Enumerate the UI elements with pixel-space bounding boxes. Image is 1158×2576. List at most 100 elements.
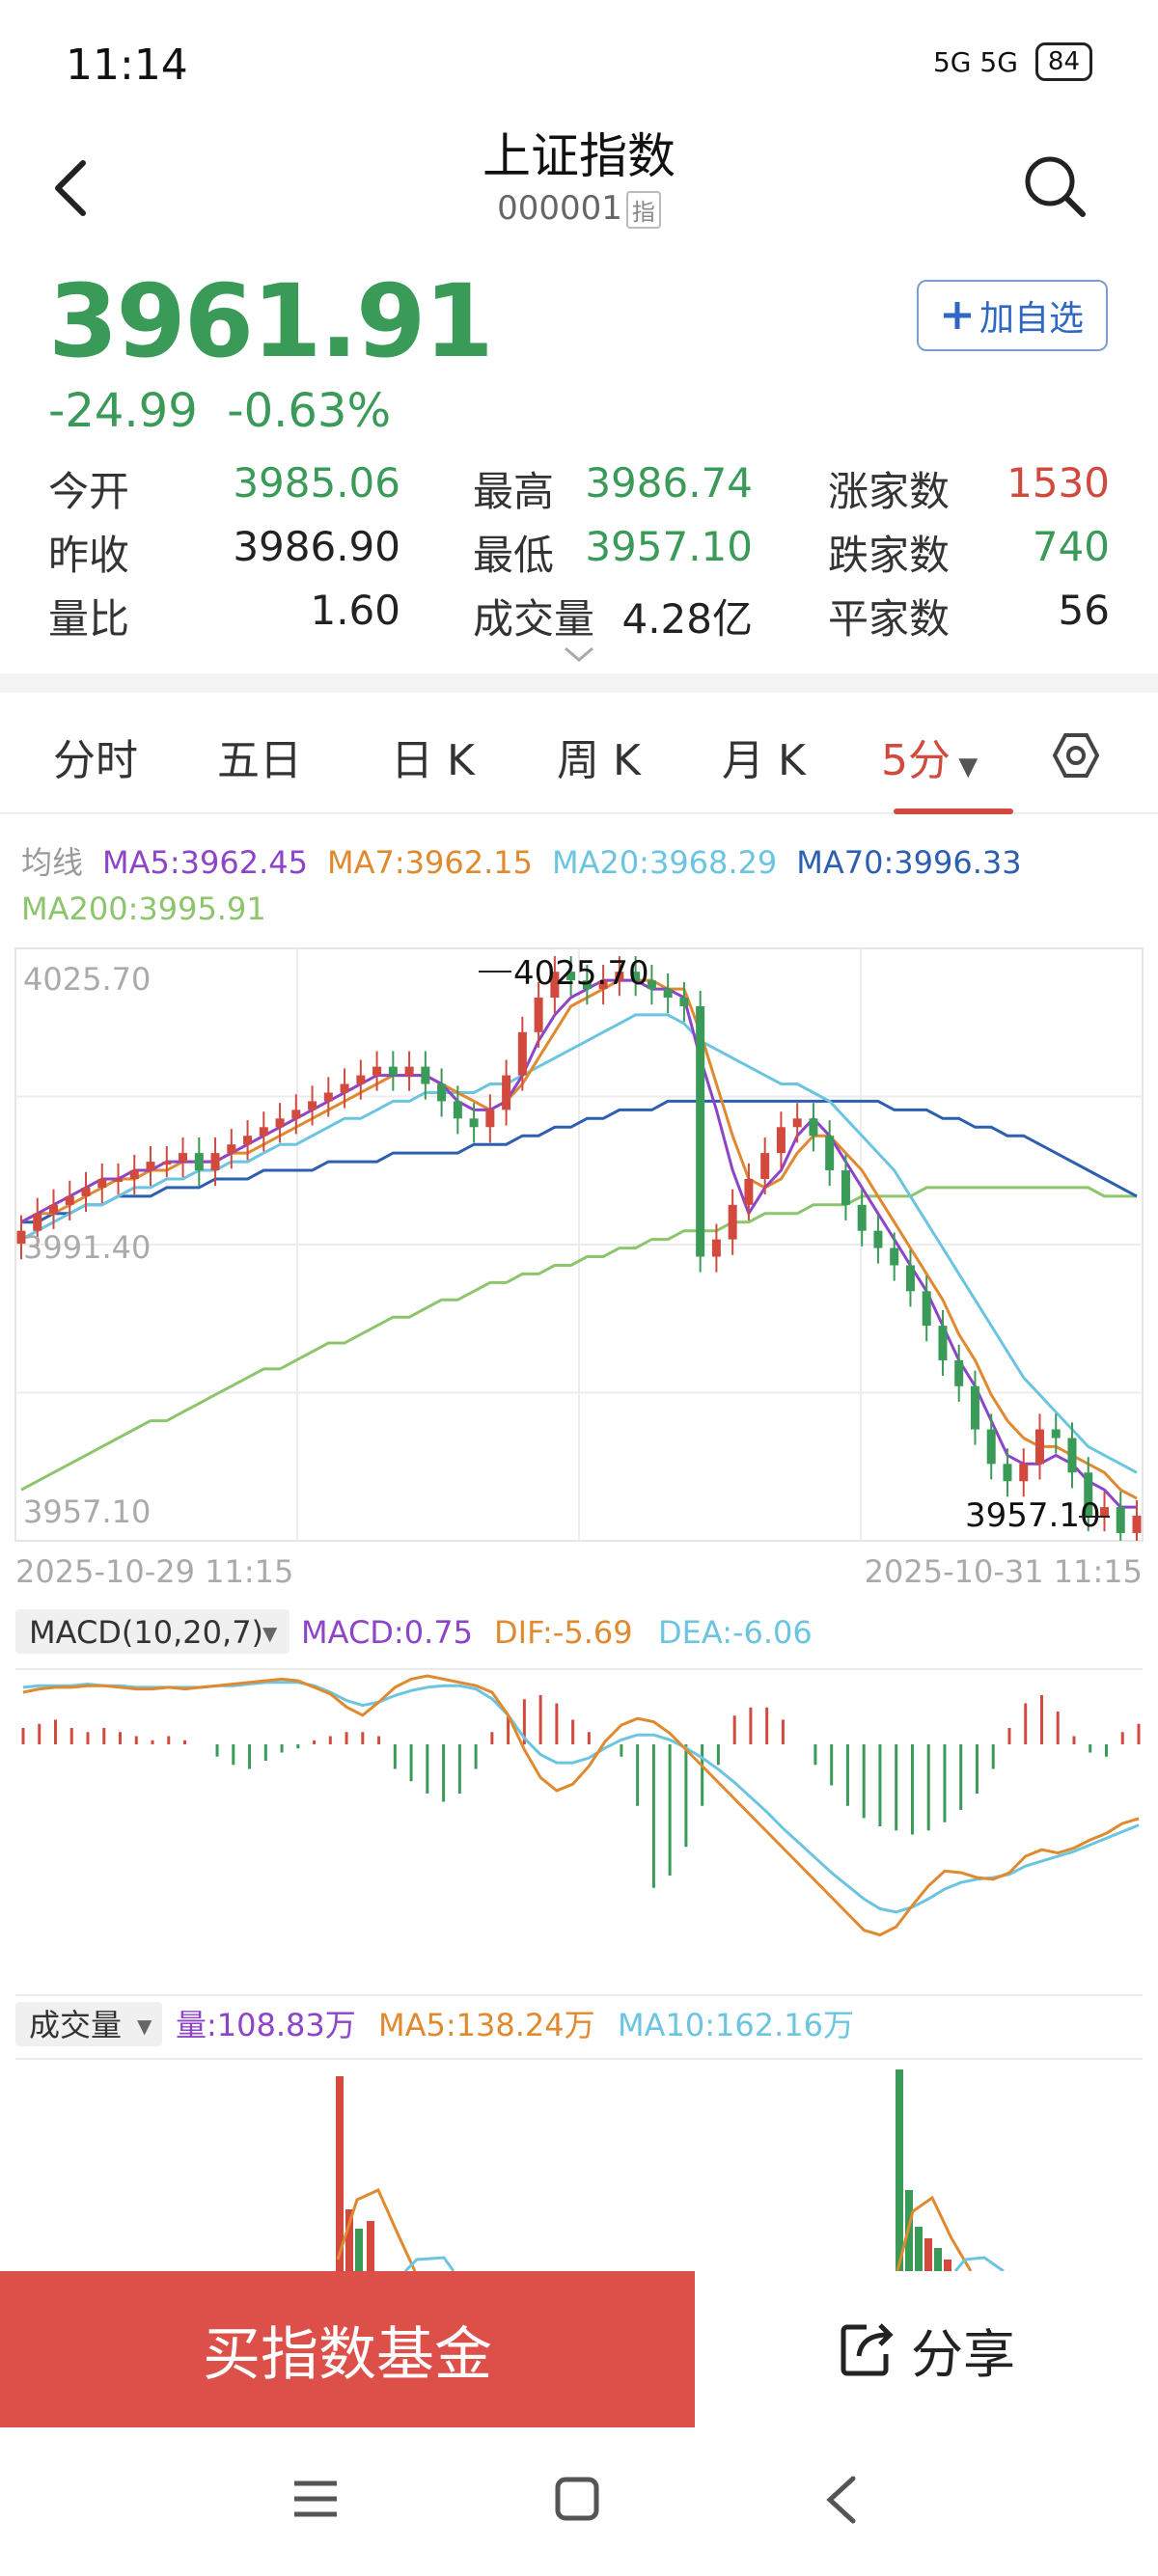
ma5-value: MA5:3962.45 xyxy=(102,844,308,881)
candle-body xyxy=(16,1230,26,1245)
tab-weekly-k[interactable]: 周 K xyxy=(557,736,641,785)
candle-body xyxy=(566,972,576,981)
candle-body xyxy=(582,980,592,990)
candle-body xyxy=(631,972,641,981)
tab-monthly-k[interactable]: 月 K xyxy=(722,736,806,785)
candle-body xyxy=(986,1429,996,1465)
candle-body xyxy=(550,972,560,999)
candle-body xyxy=(615,972,624,981)
plus-icon xyxy=(943,302,971,329)
share-button[interactable]: 分享 xyxy=(695,2271,1158,2427)
buy-index-fund-button[interactable]: 买指数基金 xyxy=(0,2271,695,2427)
stat-value: 1530 xyxy=(1006,459,1110,507)
candle-body xyxy=(404,1066,414,1076)
tab-daily-k[interactable]: 日 K xyxy=(391,736,475,785)
share-label: 分享 xyxy=(911,2323,1015,2385)
volume-ma10-line xyxy=(403,2256,455,2271)
back-nav-icon[interactable] xyxy=(822,2474,861,2526)
candle-body xyxy=(33,1213,42,1231)
macd-value: MACD:0.75 xyxy=(301,1614,473,1651)
current-price: 3961.91 xyxy=(48,262,494,380)
ma5-line xyxy=(20,978,1137,1509)
candle-body xyxy=(809,1118,818,1137)
macd-chart[interactable]: MACD(10,20,7)▼ MACD:0.75 DIF:-5.69 DEA:-6.0… xyxy=(15,1609,1143,1996)
stat-label: 今开 xyxy=(48,468,130,515)
candle-body xyxy=(841,1170,850,1205)
stat-label: 量比 xyxy=(48,595,130,643)
charts-area[interactable]: 4025.70 3991.40 3957.10 4025.70 3957.10 2025-… xyxy=(0,936,1158,2271)
candle-body xyxy=(711,1239,721,1257)
y-tick-label: 3957.10 xyxy=(23,1494,151,1530)
dif-line xyxy=(22,1674,1140,1937)
ma20-line xyxy=(20,1013,1138,1474)
candle-body xyxy=(308,1101,317,1110)
candle-body xyxy=(792,1118,802,1128)
add-watchlist-button[interactable]: 加自选 xyxy=(917,280,1108,351)
period-tabs: 分时 五日 日 K 周 K 月 K 5分 ▼ xyxy=(0,697,1158,814)
candle-body xyxy=(1051,1429,1061,1439)
search-icon[interactable] xyxy=(1021,152,1089,220)
chevron-down-icon[interactable] xyxy=(562,644,596,664)
battery-icon: 84 xyxy=(1034,42,1092,81)
section-divider xyxy=(0,673,1158,693)
page-title: 上证指数 xyxy=(482,128,676,184)
settings-icon[interactable] xyxy=(1052,731,1100,780)
home-icon[interactable] xyxy=(554,2476,600,2522)
volume-bar xyxy=(934,2248,942,2271)
ma200-value: MA200:3995.91 xyxy=(21,891,266,927)
status-time: 11:14 xyxy=(66,41,188,90)
candle-body xyxy=(517,1031,527,1076)
back-button[interactable] xyxy=(42,150,100,227)
candle-body xyxy=(453,1101,462,1119)
kline-chart[interactable]: 4025.70 3991.40 3957.10 4025.70 3957.10 2025-… xyxy=(14,947,1144,1590)
volume-value: 量:108.83万 xyxy=(176,2007,356,2043)
candle-body xyxy=(210,1153,220,1171)
tab-five-day[interactable]: 五日 xyxy=(217,736,302,785)
volume-chart[interactable]: 成交量 ▼ 量:108.83万 MA5:138.24万 MA10:162.16万 xyxy=(15,2002,1143,2271)
candle-body xyxy=(65,1195,74,1205)
candle-body xyxy=(663,989,673,999)
caret-down-icon: ▼ xyxy=(137,2014,152,2038)
ma-legend: 均线 MA5:3962.45 MA7:3962.15 MA20:3968.29 MA70… xyxy=(21,839,1150,932)
tab-5min[interactable]: 5分 ▼ xyxy=(881,726,978,787)
candle-body xyxy=(437,1083,447,1102)
stat-label: 平家数 xyxy=(828,595,951,643)
candle-body xyxy=(1019,1464,1029,1482)
stat-label: 跌家数 xyxy=(828,532,951,579)
ma200-line xyxy=(20,1186,1137,1492)
stock-code-text: 000001 xyxy=(497,189,622,228)
volume-ma10-line xyxy=(953,2256,1005,2271)
stat-value: 56 xyxy=(1058,587,1110,634)
candle-body xyxy=(534,998,543,1032)
x-tick-label: 2025-10-31 11:15 xyxy=(865,1553,1143,1590)
candle-body xyxy=(1034,1429,1044,1465)
candle-body xyxy=(1067,1438,1077,1473)
candle-body xyxy=(97,1178,107,1188)
candle-body xyxy=(372,1066,382,1076)
candle-body xyxy=(1003,1464,1012,1482)
candle-body xyxy=(179,1153,188,1163)
candle-body xyxy=(679,998,689,1006)
stat-label: 涨家数 xyxy=(828,468,951,515)
candle-body xyxy=(728,1204,737,1240)
candle-body xyxy=(469,1118,479,1128)
candle-body xyxy=(696,1005,705,1257)
stat-label: 昨收 xyxy=(48,532,130,579)
ma20-value: MA20:3968.29 xyxy=(551,844,778,881)
dea-value: DEA:-6.06 xyxy=(658,1614,813,1651)
dea-line xyxy=(22,1681,1140,1914)
tab-intraday[interactable]: 分时 xyxy=(53,736,138,785)
candle-body xyxy=(49,1204,59,1214)
candle-body xyxy=(194,1153,204,1171)
active-tab-indicator xyxy=(894,808,1013,814)
volume-ma5-line xyxy=(896,2195,973,2271)
share-icon xyxy=(841,2323,894,2376)
ma7-value: MA7:3962.15 xyxy=(326,844,533,881)
volume-ma5: MA5:138.24万 xyxy=(378,2007,595,2043)
status-indicators: 5G 5G 84 xyxy=(933,42,1092,81)
y-tick-label: 4025.70 xyxy=(23,961,151,998)
candle-body xyxy=(776,1127,786,1154)
candle-body xyxy=(1116,1507,1125,1533)
change-amount: -24.99 xyxy=(48,384,198,438)
menu-icon[interactable] xyxy=(291,2478,340,2520)
